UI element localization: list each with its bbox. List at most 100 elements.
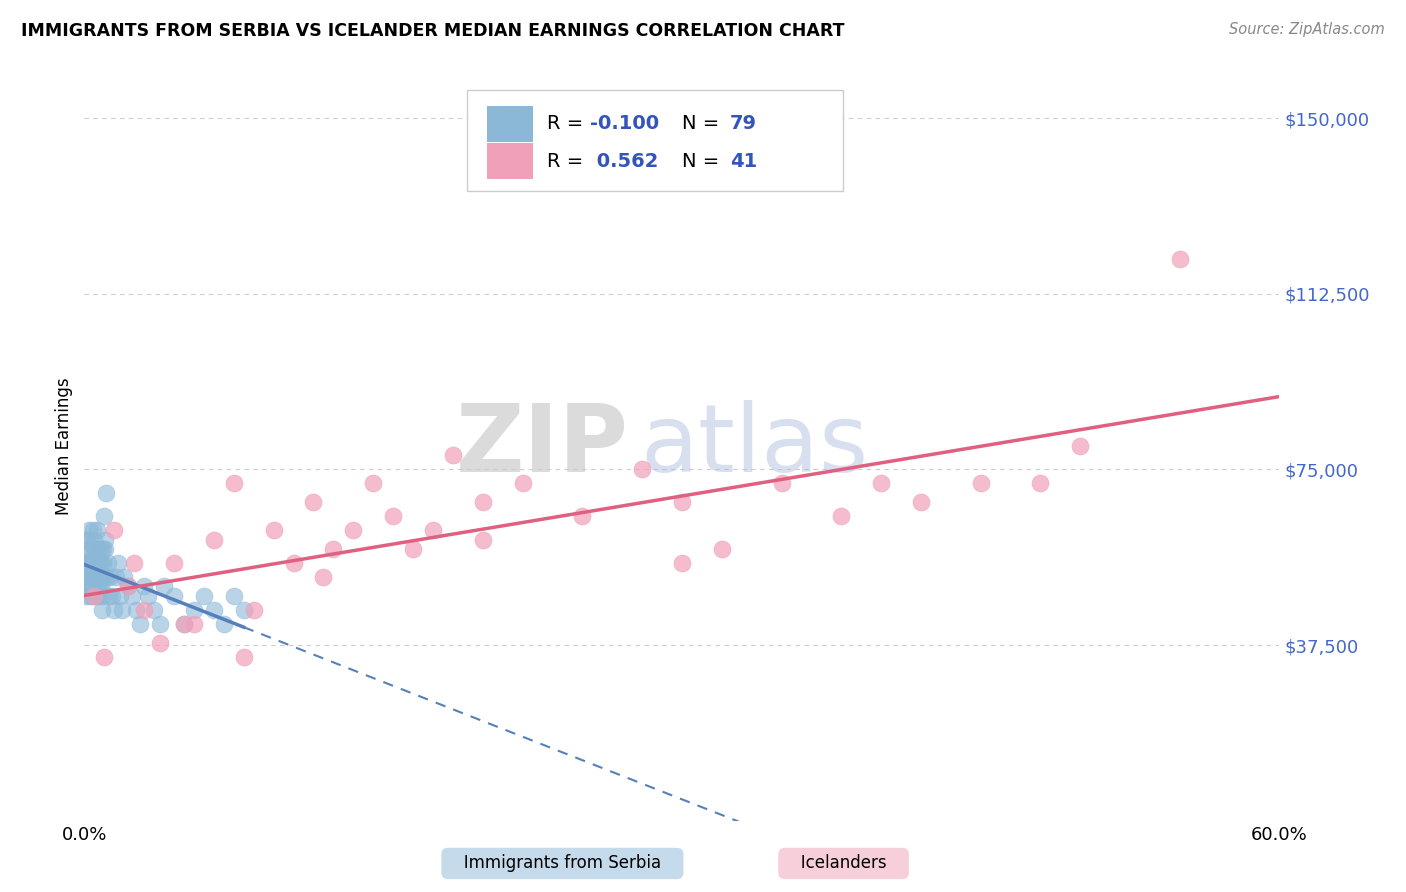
- Point: [342, 523, 364, 537]
- Point: [671, 556, 693, 570]
- Text: atlas: atlas: [640, 400, 869, 492]
- Point: [86, 523, 108, 537]
- Point: [94, 542, 117, 557]
- Point: [173, 617, 195, 632]
- Point: [312, 570, 335, 584]
- Point: [79, 556, 101, 570]
- Point: [302, 495, 325, 509]
- Point: [83, 589, 105, 603]
- Point: [76, 533, 98, 547]
- Text: Icelanders: Icelanders: [785, 855, 903, 872]
- Point: [80, 580, 103, 594]
- Point: [91, 556, 114, 570]
- Point: [512, 476, 534, 491]
- Point: [84, 589, 107, 603]
- Point: [89, 580, 111, 594]
- Point: [136, 589, 159, 603]
- Point: [471, 495, 494, 509]
- Point: [110, 589, 132, 603]
- Text: R =: R =: [547, 114, 589, 133]
- Point: [242, 603, 264, 617]
- Point: [183, 617, 205, 632]
- Point: [80, 542, 103, 557]
- Point: [101, 589, 124, 603]
- Point: [111, 603, 134, 617]
- Point: [90, 603, 112, 617]
- Point: [571, 509, 593, 524]
- Point: [202, 533, 225, 547]
- Point: [173, 617, 195, 632]
- Point: [80, 580, 103, 594]
- Point: [263, 523, 285, 537]
- Point: [232, 649, 254, 664]
- Point: [402, 542, 425, 557]
- Point: [89, 589, 111, 603]
- Point: [149, 635, 172, 649]
- Text: N =: N =: [682, 152, 725, 170]
- Point: [96, 570, 118, 584]
- Point: [129, 617, 152, 632]
- Point: [87, 570, 110, 584]
- Point: [1029, 476, 1052, 491]
- Text: 79: 79: [730, 114, 756, 133]
- Point: [910, 495, 932, 509]
- Point: [1069, 439, 1091, 453]
- Point: [75, 556, 97, 570]
- Text: 0.562: 0.562: [591, 152, 658, 170]
- Point: [90, 556, 112, 570]
- Point: [90, 542, 112, 557]
- Point: [1168, 252, 1191, 266]
- Point: [222, 476, 245, 491]
- Point: [183, 603, 205, 617]
- Point: [86, 570, 108, 584]
- Point: [112, 570, 135, 584]
- Text: R =: R =: [547, 152, 589, 170]
- Point: [79, 523, 101, 537]
- Point: [82, 556, 104, 570]
- Point: [193, 589, 215, 603]
- Point: [91, 589, 114, 603]
- Point: [94, 533, 117, 547]
- Point: [86, 556, 108, 570]
- Point: [163, 589, 186, 603]
- Y-axis label: Median Earnings: Median Earnings: [55, 377, 73, 515]
- Point: [382, 509, 405, 524]
- Point: [84, 556, 107, 570]
- Point: [163, 556, 186, 570]
- Point: [232, 603, 254, 617]
- Point: [77, 542, 100, 557]
- Point: [107, 556, 129, 570]
- Point: [121, 589, 143, 603]
- Point: [83, 570, 105, 584]
- Point: [93, 649, 115, 664]
- Point: [103, 603, 125, 617]
- Point: [132, 603, 156, 617]
- Text: ZIP: ZIP: [456, 400, 628, 492]
- Point: [79, 556, 101, 570]
- Point: [98, 570, 121, 584]
- Point: [671, 495, 693, 509]
- Point: [770, 476, 793, 491]
- Point: [90, 580, 112, 594]
- Point: [98, 589, 121, 603]
- Text: N =: N =: [682, 114, 725, 133]
- Point: [103, 523, 125, 537]
- Point: [143, 603, 166, 617]
- Point: [222, 589, 245, 603]
- Bar: [486, 106, 533, 142]
- Text: 41: 41: [730, 152, 756, 170]
- Point: [83, 533, 105, 547]
- Point: [80, 570, 103, 584]
- Point: [75, 570, 97, 584]
- Point: [441, 449, 464, 463]
- Point: [75, 589, 97, 603]
- Point: [361, 476, 384, 491]
- Point: [79, 589, 101, 603]
- Point: [77, 580, 100, 594]
- Text: Immigrants from Serbia: Immigrants from Serbia: [449, 855, 676, 872]
- Point: [117, 580, 139, 594]
- Point: [91, 570, 114, 584]
- Text: IMMIGRANTS FROM SERBIA VS ICELANDER MEDIAN EARNINGS CORRELATION CHART: IMMIGRANTS FROM SERBIA VS ICELANDER MEDI…: [21, 22, 845, 40]
- FancyBboxPatch shape: [467, 90, 844, 191]
- Point: [471, 533, 494, 547]
